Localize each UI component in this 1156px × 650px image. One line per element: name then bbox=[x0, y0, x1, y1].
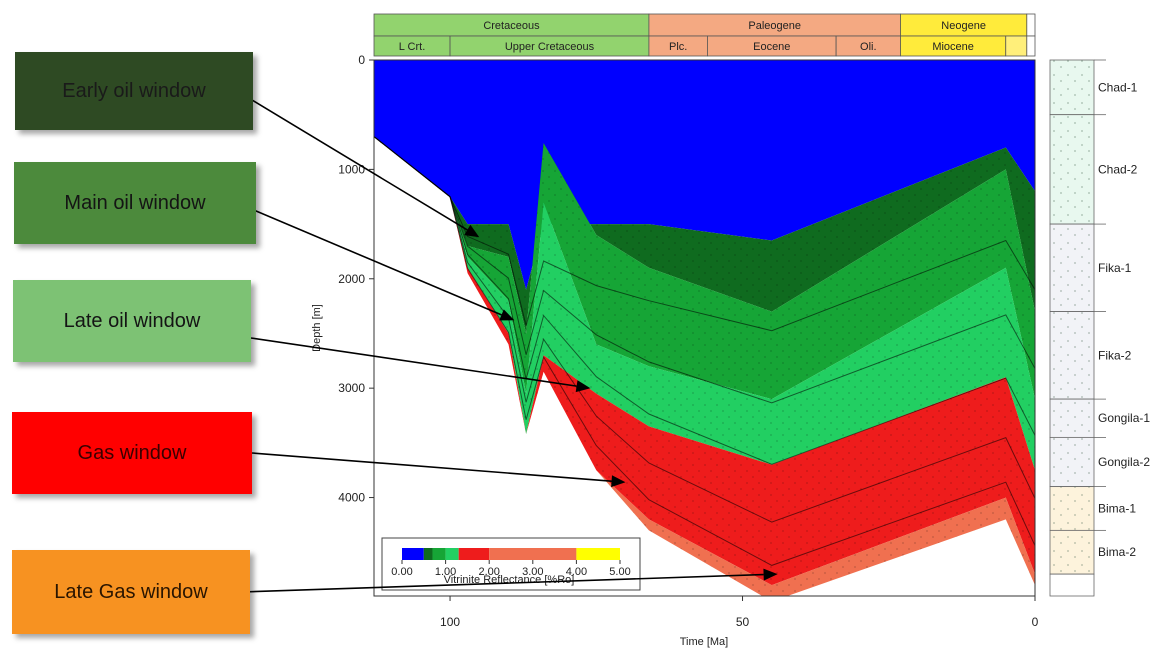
epoch-label-1: Upper Cretaceous bbox=[505, 41, 595, 53]
callout-arrow-line-0 bbox=[251, 99, 468, 231]
callout-arrows bbox=[241, 99, 778, 593]
legend-frame bbox=[381, 537, 641, 591]
legend-band-3 bbox=[445, 548, 459, 560]
period-cell-extra bbox=[1026, 13, 1036, 37]
zone-texture-3 bbox=[374, 136, 1035, 471]
callout-box-late-gas: Late Gas window bbox=[12, 550, 250, 634]
callout-label-late-gas: Late Gas window bbox=[54, 580, 208, 603]
vitrinite-legend: Vitrinite Reflectance [%Ro] 0.00 1.00 2.00… bbox=[381, 537, 641, 591]
callout-arrow-line-2 bbox=[250, 337, 577, 387]
callout-arrow-line-1 bbox=[248, 207, 502, 316]
formation-label-1: Chad-2 bbox=[1098, 162, 1138, 176]
formation-column: Chad-1 Chad-2 Fika-1 Fika-2 Gongila-1 Gongila… bbox=[1049, 59, 1150, 597]
callout-arrow-head-1 bbox=[499, 309, 515, 321]
y-tick-label-3: 3000 bbox=[338, 381, 365, 395]
callout-arrow-head-0 bbox=[464, 224, 480, 238]
epoch-label-2: Plc. bbox=[669, 41, 687, 53]
formation-texture-1 bbox=[1050, 114, 1094, 225]
callout-box-late-oil: Late oil window bbox=[13, 280, 251, 362]
callout-box-gas: Gas window bbox=[12, 412, 252, 494]
legend-band-2 bbox=[432, 548, 446, 560]
callout-arrow-line-3 bbox=[251, 452, 612, 482]
x-axis-label: Time [Ma] bbox=[680, 636, 729, 648]
x-tick-label-0: 100 bbox=[440, 615, 460, 629]
legend-tick-label-4: 4.00 bbox=[566, 566, 587, 578]
legend-tick-label-3: 3.00 bbox=[522, 566, 543, 578]
horizon-line-0 bbox=[374, 136, 1035, 332]
formation-texture-3 bbox=[1050, 311, 1094, 400]
zone-texture-2 bbox=[374, 136, 1035, 400]
callout-arrow-line-4 bbox=[241, 573, 764, 593]
formation-texture-5 bbox=[1050, 437, 1094, 487]
epoch-cell-extra bbox=[1026, 35, 1036, 57]
legend-tick-label-5: 5.00 bbox=[609, 566, 630, 578]
y-axis-label: Depth [m] bbox=[311, 304, 323, 352]
y-axis: Depth [m] 0 1000 2000 3000 4000 bbox=[311, 53, 374, 505]
horizon-line-3 bbox=[374, 136, 1035, 523]
y-tick-label-4: 4000 bbox=[338, 491, 365, 505]
legend-tick-label-2: 2.00 bbox=[478, 566, 499, 578]
formation-label-6: Bima-1 bbox=[1098, 501, 1136, 515]
callout-box-early-oil: Early oil window bbox=[15, 52, 253, 130]
y-tick-label-2: 2000 bbox=[338, 272, 365, 286]
legend-band-4 bbox=[458, 548, 490, 560]
horizon-line-1 bbox=[374, 136, 1035, 404]
callout-arrow-head-4 bbox=[763, 568, 778, 581]
x-tick-label-1: 50 bbox=[736, 615, 750, 629]
horizon-line-4 bbox=[374, 136, 1035, 566]
callout-box-main-oil: Main oil window bbox=[14, 162, 256, 244]
legend-band-0 bbox=[402, 548, 424, 560]
legend-band-1 bbox=[423, 548, 433, 560]
formation-texture-7 bbox=[1050, 530, 1094, 575]
epoch-label-5: Miocene bbox=[932, 41, 974, 53]
formation-label-0: Chad-1 bbox=[1098, 80, 1138, 94]
time-scale-header: Cretaceous Paleogene Neogene L Crt. Upper Cr… bbox=[373, 13, 1036, 57]
epoch-label-4: Oli. bbox=[860, 41, 877, 53]
callout-arrow-head-2 bbox=[575, 380, 591, 393]
plot-frame bbox=[373, 59, 1036, 597]
formation-label-4: Gongila-1 bbox=[1098, 411, 1150, 425]
formation-texture-0 bbox=[1050, 60, 1094, 115]
callout-label-early-oil: Early oil window bbox=[62, 79, 206, 102]
formation-texture-4 bbox=[1050, 399, 1094, 438]
callout-label-gas: Gas window bbox=[77, 441, 187, 464]
legend-tick-label-0: 0.00 bbox=[391, 566, 412, 578]
zone-texture-4 bbox=[374, 136, 1035, 586]
formation-texture-2 bbox=[1050, 224, 1094, 312]
callout-arrow-head-3 bbox=[611, 475, 626, 488]
x-axis: Time [Ma] 100 50 0 bbox=[440, 596, 1039, 648]
y-tick-label-1: 1000 bbox=[338, 162, 365, 176]
period-label-2: Neogene bbox=[941, 20, 986, 32]
callout-label-main-oil: Main oil window bbox=[64, 191, 206, 214]
formation-cell-8 bbox=[1049, 573, 1095, 597]
x-tick-label-2: 0 bbox=[1032, 615, 1039, 629]
legend-title: Vitrinite Reflectance [%Ro] bbox=[444, 574, 575, 586]
formation-label-2: Fika-1 bbox=[1098, 261, 1132, 275]
maturity-zones bbox=[374, 60, 1035, 596]
legend-band-6 bbox=[576, 548, 620, 560]
iso-lines bbox=[374, 136, 1035, 566]
epoch-label-0: L Crt. bbox=[399, 41, 426, 53]
zone-texture-1 bbox=[374, 136, 1035, 334]
callout-label-late-oil: Late oil window bbox=[63, 309, 201, 332]
period-label-1: Paleogene bbox=[748, 20, 801, 32]
formation-label-7: Bima-2 bbox=[1098, 545, 1136, 559]
legend-tick-label-1: 1.00 bbox=[435, 566, 456, 578]
formation-texture-6 bbox=[1050, 486, 1094, 531]
legend-band-5 bbox=[489, 548, 577, 560]
plot-area bbox=[373, 59, 1036, 597]
formation-label-3: Fika-2 bbox=[1098, 348, 1132, 362]
formation-label-5: Gongila-2 bbox=[1098, 455, 1150, 469]
epoch-cell-6 bbox=[1005, 35, 1028, 57]
period-label-0: Cretaceous bbox=[483, 20, 540, 32]
y-tick-label-0: 0 bbox=[358, 53, 365, 67]
horizon-line-2 bbox=[374, 136, 1035, 465]
epoch-label-3: Eocene bbox=[753, 41, 790, 53]
